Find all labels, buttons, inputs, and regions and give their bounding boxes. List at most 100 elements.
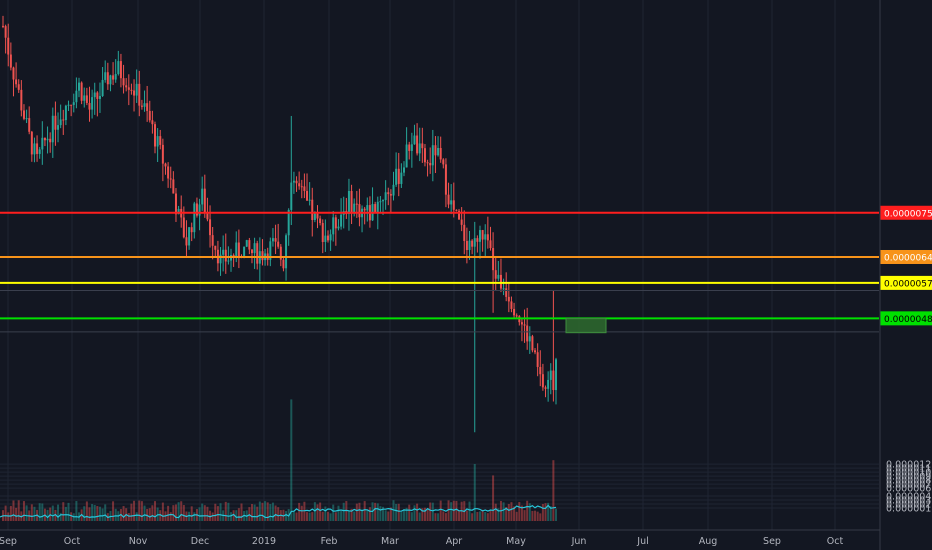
x-tick-label: Jun [571, 536, 587, 547]
candle-body [463, 224, 466, 241]
volume-bar [526, 500, 529, 521]
candle-body [526, 325, 529, 342]
candle-body [326, 235, 329, 241]
x-tick-label: Apr [446, 536, 463, 547]
candle-body [172, 179, 175, 194]
volume-bar [62, 502, 65, 521]
volume-ma-line [0, 504, 557, 519]
volume-bar [363, 501, 366, 521]
y-tick-label: 0.00000800 [886, 476, 932, 487]
candle-body [261, 251, 264, 261]
candle-body [143, 103, 146, 107]
volume-bar [240, 503, 243, 521]
candle-body [465, 240, 468, 251]
candle-body [544, 387, 547, 389]
candle-body [450, 200, 453, 205]
y-tick-label: 0.00000400 [886, 492, 932, 503]
volume-bar [376, 503, 379, 521]
candle-body [169, 178, 172, 180]
volume-bar [25, 505, 28, 521]
candle-body [473, 238, 476, 247]
candle-body [486, 234, 489, 241]
volume-bar [379, 506, 382, 521]
volume-bar [400, 512, 403, 521]
candle-body [539, 366, 542, 375]
candle-body [227, 260, 230, 262]
volume-bar [148, 508, 151, 521]
candle-body [243, 246, 246, 258]
volume-bar [368, 507, 371, 521]
candle-body [337, 226, 340, 229]
candle-body [471, 240, 474, 247]
candle-body [536, 352, 539, 367]
volume-bar [180, 501, 183, 521]
x-tick-label: Sep [763, 536, 781, 547]
candle-body [350, 190, 353, 214]
candle-body [43, 137, 46, 141]
candle-body [447, 194, 450, 205]
volume-bar [67, 502, 70, 521]
volume-bar [316, 504, 319, 521]
volume-bar [214, 503, 217, 521]
volume-bar [172, 505, 175, 521]
volume-bar [486, 513, 489, 521]
candle-body [520, 322, 523, 325]
candle-body [36, 143, 39, 154]
volume-bar [444, 513, 447, 521]
candle-body [22, 110, 25, 119]
candle-body [222, 249, 225, 255]
volume-bar [190, 506, 193, 521]
volume-bar [484, 512, 487, 521]
candle-body [442, 159, 445, 165]
candle-body [513, 308, 516, 316]
candle-body [112, 75, 115, 80]
candle-body [57, 125, 60, 130]
volume-bar [193, 512, 196, 521]
volume-bar [59, 512, 62, 521]
candle-body [245, 240, 248, 247]
candle-body [523, 324, 526, 326]
volume-bar [308, 512, 311, 521]
volume-bar [547, 502, 550, 521]
target-zone[interactable] [565, 317, 607, 334]
candle-body [174, 193, 177, 215]
volume-bar [88, 507, 91, 521]
candle-body [308, 199, 311, 201]
volume-bar [133, 500, 136, 521]
candle-body [429, 162, 432, 166]
volume-bar [497, 508, 500, 521]
y-tick-label: 0.00000600 [886, 484, 932, 495]
volume-bar [468, 501, 471, 521]
y-tick-label: 0.00000900 [886, 472, 932, 483]
candle-body [46, 138, 49, 141]
volume-bar [395, 503, 398, 521]
volume-bar [9, 505, 12, 521]
candle-body [125, 85, 128, 88]
y-tick-label: 0.00000700 [886, 480, 932, 491]
candle-body [64, 105, 67, 121]
volume-bar [334, 512, 337, 521]
volume-bar [434, 513, 437, 521]
candle-body [135, 83, 138, 96]
volume-bar [104, 504, 107, 521]
volume-bar [413, 505, 416, 521]
volume-bar [269, 504, 272, 521]
volume-bar [481, 509, 484, 521]
volume-bar [452, 500, 455, 521]
candle-body [195, 203, 198, 216]
x-tick-label: Sep [0, 536, 17, 547]
candle-body [416, 135, 419, 154]
volume-bar [361, 509, 364, 521]
candle-body [214, 245, 217, 250]
volume-bar [15, 507, 18, 521]
volume-bar [534, 510, 537, 521]
candle-body [237, 242, 240, 257]
candle-body [148, 110, 151, 121]
volume-bar [248, 507, 251, 521]
volume-bar [450, 502, 453, 521]
candle-body [98, 96, 101, 99]
volume-bar [515, 511, 518, 521]
candle-body [460, 219, 463, 225]
